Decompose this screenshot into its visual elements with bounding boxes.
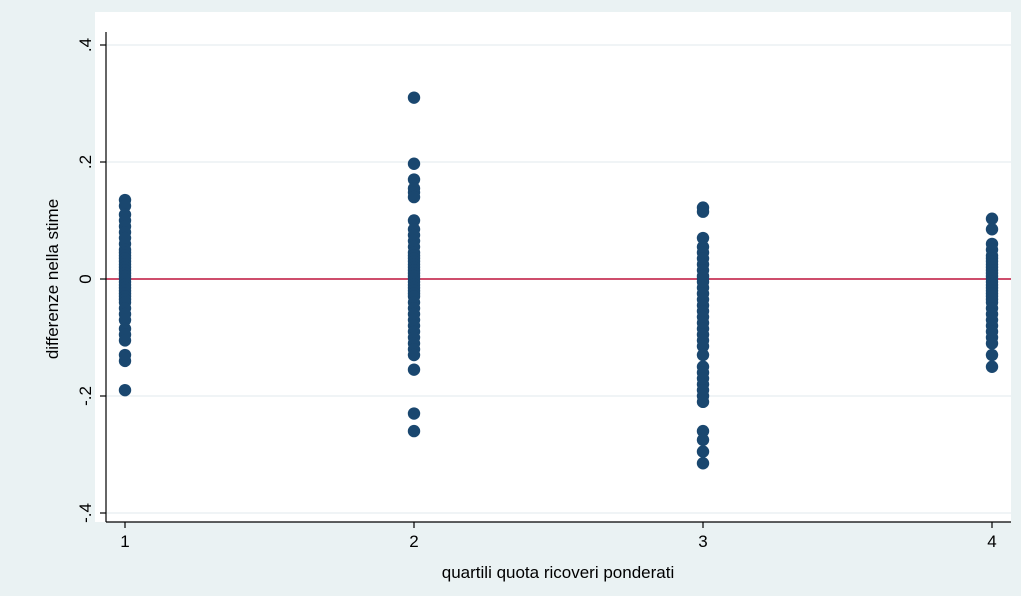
data-point-q4-29	[985, 360, 999, 373]
data-point-q1-34	[118, 354, 132, 368]
data-point-q1-32	[118, 334, 132, 347]
data-points	[118, 91, 999, 470]
y-tick-label-3: .2	[76, 155, 95, 169]
data-point-q3-2	[696, 231, 710, 245]
y-axis-title: differenze nella stime	[43, 199, 62, 359]
data-point-q2-39	[407, 424, 421, 438]
x-tick-label-0: 1	[120, 532, 129, 551]
data-point-q2-37	[407, 363, 421, 376]
data-point-q1-1	[118, 199, 132, 213]
data-point-q3-32	[696, 445, 710, 458]
data-point-q3-22	[696, 348, 710, 362]
data-point-q4-1	[985, 223, 999, 236]
y-tick-label-0: -.4	[76, 503, 95, 523]
data-point-q2-0	[407, 91, 421, 104]
data-point-q3-33	[696, 457, 710, 470]
data-point-q2-1	[407, 157, 421, 170]
y-tick-label-2: 0	[76, 274, 95, 283]
data-point-q2-36	[407, 348, 421, 362]
data-point-q3-1	[696, 205, 710, 218]
data-point-q1-35	[118, 383, 132, 397]
x-tick-label-3: 4	[987, 532, 996, 551]
plot-area	[95, 12, 1011, 522]
data-point-q4-0	[985, 212, 999, 225]
x-tick-label-1: 2	[409, 532, 418, 551]
data-point-q4-27	[985, 337, 999, 350]
data-point-q4-28	[985, 348, 999, 362]
y-tick-label-4: .4	[76, 38, 95, 52]
data-point-q1-29	[118, 313, 132, 327]
axes	[105, 32, 1011, 523]
axis-ticks: -.4 -.2 0 .2 .4 1 2 3 4	[76, 38, 997, 551]
data-point-q2-5	[407, 190, 421, 204]
x-tick-label-2: 3	[698, 532, 707, 551]
data-point-q3-21	[696, 340, 710, 353]
y-tick-label-1: -.2	[76, 386, 95, 406]
data-point-q3-29	[696, 395, 710, 409]
data-point-q2-38	[407, 407, 421, 420]
data-point-q3-31	[696, 433, 710, 447]
data-point-q2-2	[407, 173, 421, 186]
data-point-q2-6	[407, 214, 421, 227]
x-axis-title: quartili quota ricoveri ponderati	[442, 563, 674, 582]
data-point-q3-30	[696, 424, 710, 438]
